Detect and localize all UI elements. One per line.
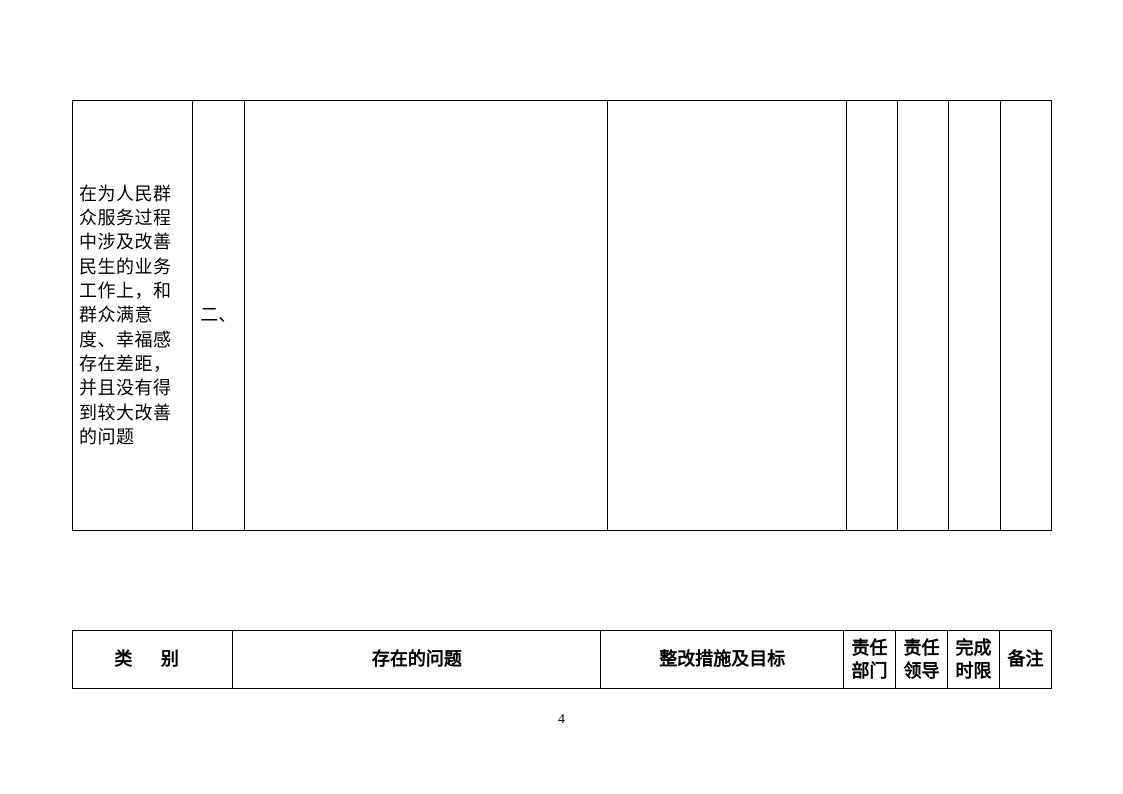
header-category: 类 别 — [73, 631, 233, 689]
header-remark: 备注 — [999, 631, 1051, 689]
header-deadline: 完成时限 — [947, 631, 999, 689]
cell-resp-leader — [898, 101, 949, 531]
header-resp-leader: 责任领导 — [896, 631, 948, 689]
table-row: 在为人民群众服务过程中涉及改善民生的业务工作上，和群众满意度、幸福感存在差距，并… — [73, 101, 1052, 531]
header-row-table: 类 别 存在的问题 整改措施及目标 责任部门 责任领导 完成时限 备注 — [72, 630, 1052, 689]
header-resp-dept: 责任部门 — [844, 631, 896, 689]
main-content-table: 在为人民群众服务过程中涉及改善民生的业务工作上，和群众满意度、幸福感存在差距，并… — [72, 100, 1052, 531]
header-problem: 存在的问题 — [233, 631, 601, 689]
cell-deadline — [949, 101, 1000, 531]
cell-category: 在为人民群众服务过程中涉及改善民生的业务工作上，和群众满意度、幸福感存在差距，并… — [73, 101, 193, 531]
document-page: 在为人民群众服务过程中涉及改善民生的业务工作上，和群众满意度、幸福感存在差距，并… — [0, 0, 1123, 794]
cell-index: 二、 — [192, 101, 244, 531]
page-number: 4 — [0, 712, 1123, 728]
cell-remark — [1000, 101, 1051, 531]
cell-measures — [607, 101, 846, 531]
cell-resp-dept — [847, 101, 898, 531]
table-header-row: 类 别 存在的问题 整改措施及目标 责任部门 责任领导 完成时限 备注 — [73, 631, 1052, 689]
header-measures: 整改措施及目标 — [601, 631, 844, 689]
category-text: 在为人民群众服务过程中涉及改善民生的业务工作上，和群众满意度、幸福感存在差距，并… — [79, 182, 186, 449]
cell-problem — [244, 101, 607, 531]
index-label: 二、 — [200, 305, 236, 325]
